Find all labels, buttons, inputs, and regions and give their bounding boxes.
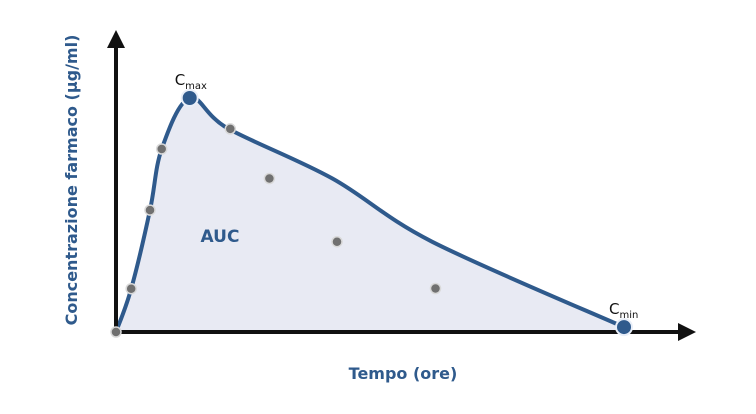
y-axis-title: Concentrazione farmaco (µg/ml) [62, 35, 81, 326]
sample-point-4 [155, 143, 168, 155]
key-point-min [615, 318, 633, 337]
sample-point-8 [429, 282, 442, 295]
y-axis-arrow-icon [107, 30, 125, 48]
concentration-curve [114, 95, 626, 334]
key-point-max [180, 89, 199, 107]
sample-point-6 [263, 172, 276, 185]
x-axis-title: Tempo (ore) [349, 364, 458, 383]
label-c-max-subscript: max [185, 81, 207, 92]
sample-points [110, 123, 442, 338]
auc-area [116, 97, 624, 333]
auc-label: AUC [201, 227, 240, 247]
sample-point-1 [110, 326, 122, 338]
label-c-max: Cmax [175, 71, 207, 92]
sample-point-5 [224, 123, 237, 135]
sample-point-2 [125, 282, 137, 295]
x-axis-arrow-icon [678, 323, 696, 341]
sample-point-3 [144, 204, 156, 216]
label-c-min-subscript: min [619, 310, 638, 321]
label-c-min: Cmin [609, 300, 638, 321]
sample-point-7 [331, 235, 343, 248]
